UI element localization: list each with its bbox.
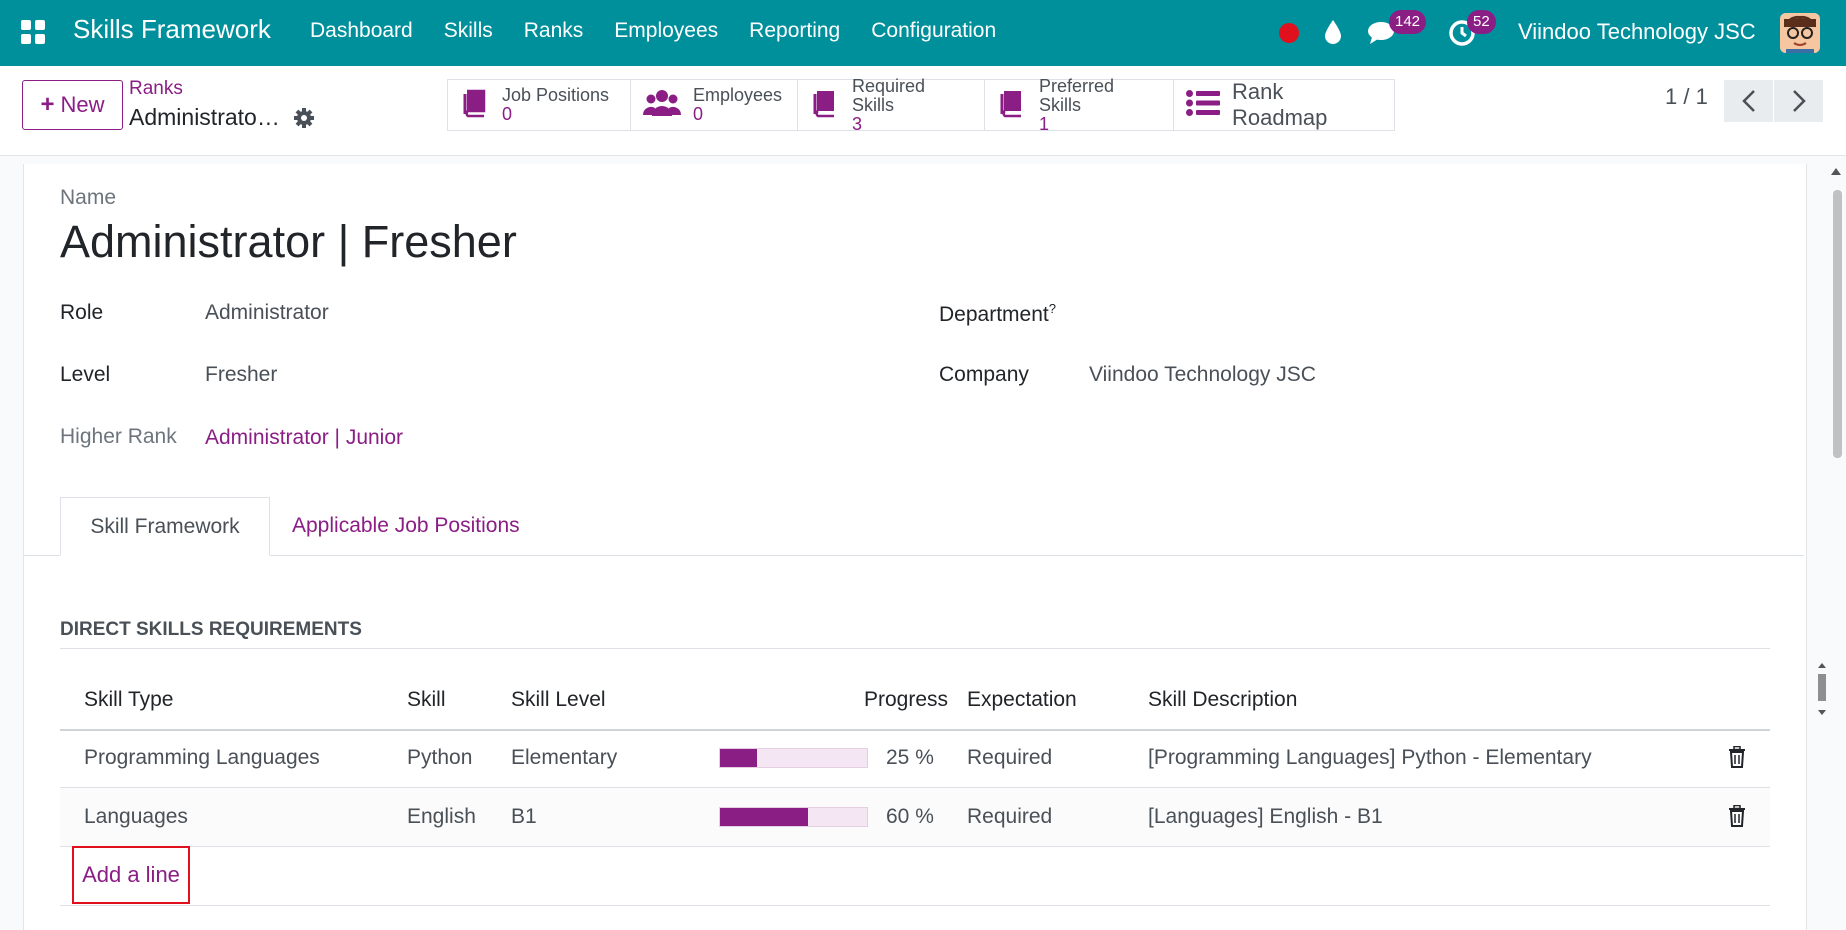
pager-value[interactable]: 1 / 1: [1665, 84, 1708, 109]
gear-icon[interactable]: [293, 107, 315, 134]
company-field[interactable]: Viindoo Technology JSC: [1089, 363, 1316, 386]
menu-configuration[interactable]: Configuration: [871, 19, 997, 42]
messages-icon[interactable]: [1367, 19, 1399, 52]
column-skill-description[interactable]: Skill Description: [1148, 688, 1298, 711]
row-divider: [60, 905, 1770, 906]
users-icon: [642, 88, 682, 123]
help-tooltip-icon[interactable]: ?: [1048, 301, 1056, 316]
cell-skill[interactable]: Python: [407, 746, 473, 769]
required-skills-button[interactable]: Required Skills 3: [797, 76, 985, 133]
progress-fill: [720, 749, 757, 767]
cell-skill-description[interactable]: [Languages] English - B1: [1148, 805, 1383, 828]
book-icon: [997, 88, 1027, 123]
new-button[interactable]: + New: [22, 80, 123, 130]
drop-icon[interactable]: [1322, 18, 1344, 51]
row-background: [60, 788, 1770, 846]
breadcrumb-current: Administrator | Fresher: [129, 104, 284, 130]
preferred-skills-button[interactable]: Preferred Skills 1: [984, 76, 1174, 133]
tab-applicable-job-positions[interactable]: Applicable Job Positions: [292, 514, 520, 537]
level-label: Level: [60, 363, 111, 386]
pager-next-button[interactable]: [1774, 80, 1823, 122]
record-icon[interactable]: [1279, 23, 1299, 43]
column-progress[interactable]: Progress: [864, 688, 949, 711]
tab-skill-framework[interactable]: Skill Framework: [60, 497, 270, 556]
trash-icon[interactable]: [1728, 745, 1746, 773]
cell-skill-description[interactable]: [Programming Languages] Python - Element…: [1148, 746, 1592, 769]
cell-progress-value: 25 %: [886, 746, 934, 769]
row-divider: [60, 787, 1770, 788]
page-scrollbar-thumb[interactable]: [1833, 190, 1842, 458]
menu-employees[interactable]: Employees: [614, 19, 719, 42]
company-switcher[interactable]: Viindoo Technology JSC: [1518, 19, 1756, 44]
book-icon: [460, 88, 490, 123]
progress-bar: [719, 807, 868, 827]
cell-skill-level[interactable]: B1: [511, 805, 537, 828]
employees-button[interactable]: Employees 0: [630, 79, 798, 131]
rank-name-field[interactable]: Administrator | Fresher: [60, 216, 517, 267]
tabs-divider: [24, 555, 1804, 556]
book-icon: [810, 88, 840, 123]
job-positions-button[interactable]: Job Positions 0: [447, 79, 631, 131]
activity-clock-icon[interactable]: [1448, 19, 1476, 52]
top-navbar: Skills Framework Dashboard Skills Ranks …: [0, 0, 1846, 66]
header-divider: [60, 729, 1770, 731]
progress-bar: [719, 748, 868, 768]
department-label: Department?: [939, 301, 1056, 326]
user-avatar[interactable]: [1780, 13, 1820, 53]
breadcrumb-parent[interactable]: Ranks: [129, 78, 183, 99]
column-skill-level[interactable]: Skill Level: [511, 688, 606, 711]
section-divider: [60, 648, 1770, 649]
higher-rank-label: Higher Rank: [60, 425, 177, 448]
role-label: Role: [60, 301, 104, 324]
apps-menu-icon[interactable]: [21, 20, 45, 44]
rank-roadmap-button[interactable]: Rank Roadmap: [1173, 79, 1395, 131]
activities-badge: 52: [1467, 10, 1496, 34]
plus-icon: +: [40, 91, 55, 118]
control-panel: +New Ranks Administrator | Fresher Job P…: [0, 66, 1846, 156]
cell-skill[interactable]: English: [407, 805, 476, 828]
level-field[interactable]: Fresher: [205, 363, 278, 386]
menu-ranks[interactable]: Ranks: [523, 19, 584, 42]
add-line-button[interactable]: Add a line: [72, 846, 190, 904]
menu-skills[interactable]: Skills: [443, 19, 493, 42]
cell-progress-value: 60 %: [886, 805, 934, 828]
column-skill-type[interactable]: Skill Type: [84, 688, 174, 711]
cell-expectation[interactable]: Required: [967, 746, 1053, 769]
tabs-scrollbar[interactable]: [1815, 661, 1829, 717]
form-sheet: Name Administrator | Fresher Role Admini…: [23, 164, 1826, 930]
cell-skill-type[interactable]: Programming Languages: [84, 746, 320, 769]
cell-skill-type[interactable]: Languages: [84, 805, 188, 828]
name-label: Name: [60, 186, 117, 209]
app-title[interactable]: Skills Framework: [73, 14, 271, 44]
cell-expectation[interactable]: Required: [967, 805, 1053, 828]
main-menu: Dashboard Skills Ranks Employees Reporti…: [310, 19, 1027, 43]
pager-previous-button[interactable]: [1724, 80, 1773, 122]
column-skill[interactable]: Skill: [407, 688, 446, 711]
smart-buttons: Job Positions 0 Employees 0 Required Skill…: [447, 76, 1395, 133]
section-heading: DIRECT SKILLS REQUIREMENTS: [60, 619, 362, 640]
column-expectation[interactable]: Expectation: [967, 688, 1077, 711]
messages-badge: 142: [1389, 10, 1427, 34]
progress-fill: [720, 808, 809, 826]
higher-rank-link[interactable]: Administrator | Junior: [205, 426, 404, 449]
company-label: Company: [939, 363, 1029, 386]
chevron-right-icon: [1792, 90, 1806, 112]
menu-reporting[interactable]: Reporting: [749, 19, 841, 42]
role-field[interactable]: Administrator: [205, 301, 329, 324]
trash-icon[interactable]: [1728, 804, 1746, 832]
scroll-up-icon: [1831, 168, 1841, 175]
row-divider: [60, 846, 1770, 847]
menu-dashboard[interactable]: Dashboard: [310, 19, 413, 42]
chevron-left-icon: [1741, 90, 1755, 112]
cell-skill-level[interactable]: Elementary: [511, 746, 618, 769]
list-icon: [1186, 89, 1220, 121]
